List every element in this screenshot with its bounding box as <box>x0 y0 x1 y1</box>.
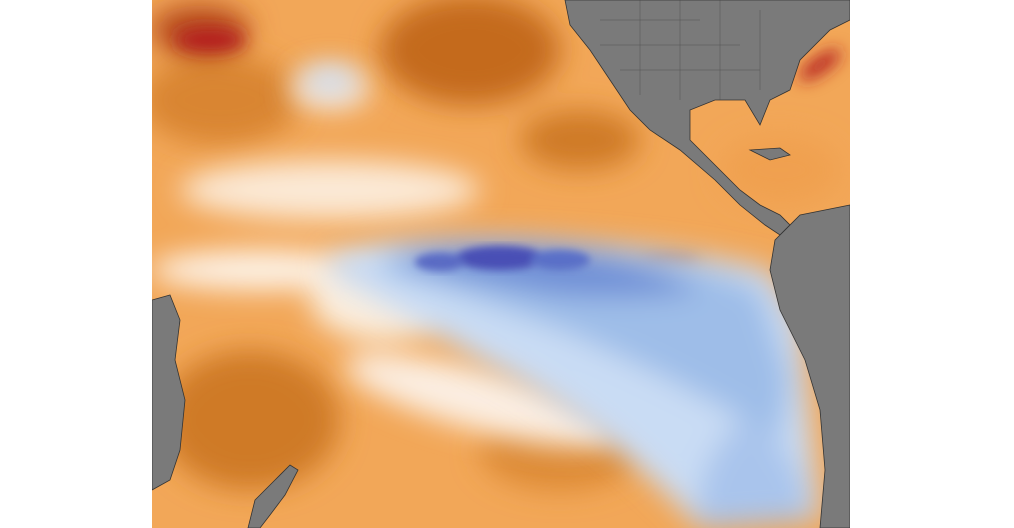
ocean-field <box>152 0 850 528</box>
north-america <box>564 0 850 236</box>
cold-core <box>415 246 590 271</box>
south-america <box>769 204 850 528</box>
australia <box>152 294 186 491</box>
new-zealand <box>247 464 299 528</box>
state-borders <box>600 0 761 100</box>
cuba <box>748 147 791 161</box>
land <box>152 0 850 528</box>
